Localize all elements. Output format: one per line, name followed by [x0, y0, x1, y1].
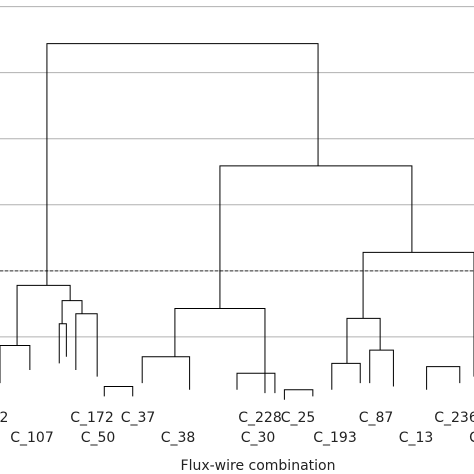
dendrogram-link — [283, 389, 314, 400]
leaf-label: C_193 — [313, 430, 357, 446]
dendrogram-link — [141, 356, 191, 390]
leaf-label: C_38 — [161, 430, 196, 446]
leaf-label: C_236 — [434, 410, 474, 426]
dendrogram-link — [16, 284, 71, 346]
dendrogram-link — [219, 165, 413, 309]
dendrogram-link — [103, 385, 134, 397]
dendrogram-link — [426, 366, 461, 390]
dendrogram-link — [0, 345, 31, 384]
leaf-label: 2 — [0, 410, 8, 426]
dendrogram-link — [174, 308, 266, 394]
leaf-label: C_87 — [359, 410, 394, 426]
dendrogram-link — [369, 349, 394, 387]
dendrogram-link — [58, 323, 67, 364]
dendrogram-link — [236, 372, 276, 394]
leaf-label: C_25 — [281, 410, 316, 426]
dendrogram-link — [362, 251, 474, 377]
leaf-label: C_50 — [81, 430, 116, 446]
dendrogram-link — [331, 362, 361, 390]
leaf-label: C_107 — [10, 430, 54, 446]
dendrogram-link — [61, 300, 83, 324]
dendrogram-link — [346, 317, 381, 364]
leaf-label: C_30 — [241, 430, 276, 446]
leaf-label: C_13 — [399, 430, 434, 446]
leaf-label: C — [469, 430, 474, 446]
leaf-label: C_172 — [70, 410, 114, 426]
dendrogram-link — [46, 43, 319, 286]
x-axis-title: Flux-wire combination — [181, 458, 336, 474]
leaf-label: C_228 — [238, 410, 282, 426]
dendrogram-link — [75, 313, 98, 377]
leaf-label: C_37 — [121, 410, 156, 426]
